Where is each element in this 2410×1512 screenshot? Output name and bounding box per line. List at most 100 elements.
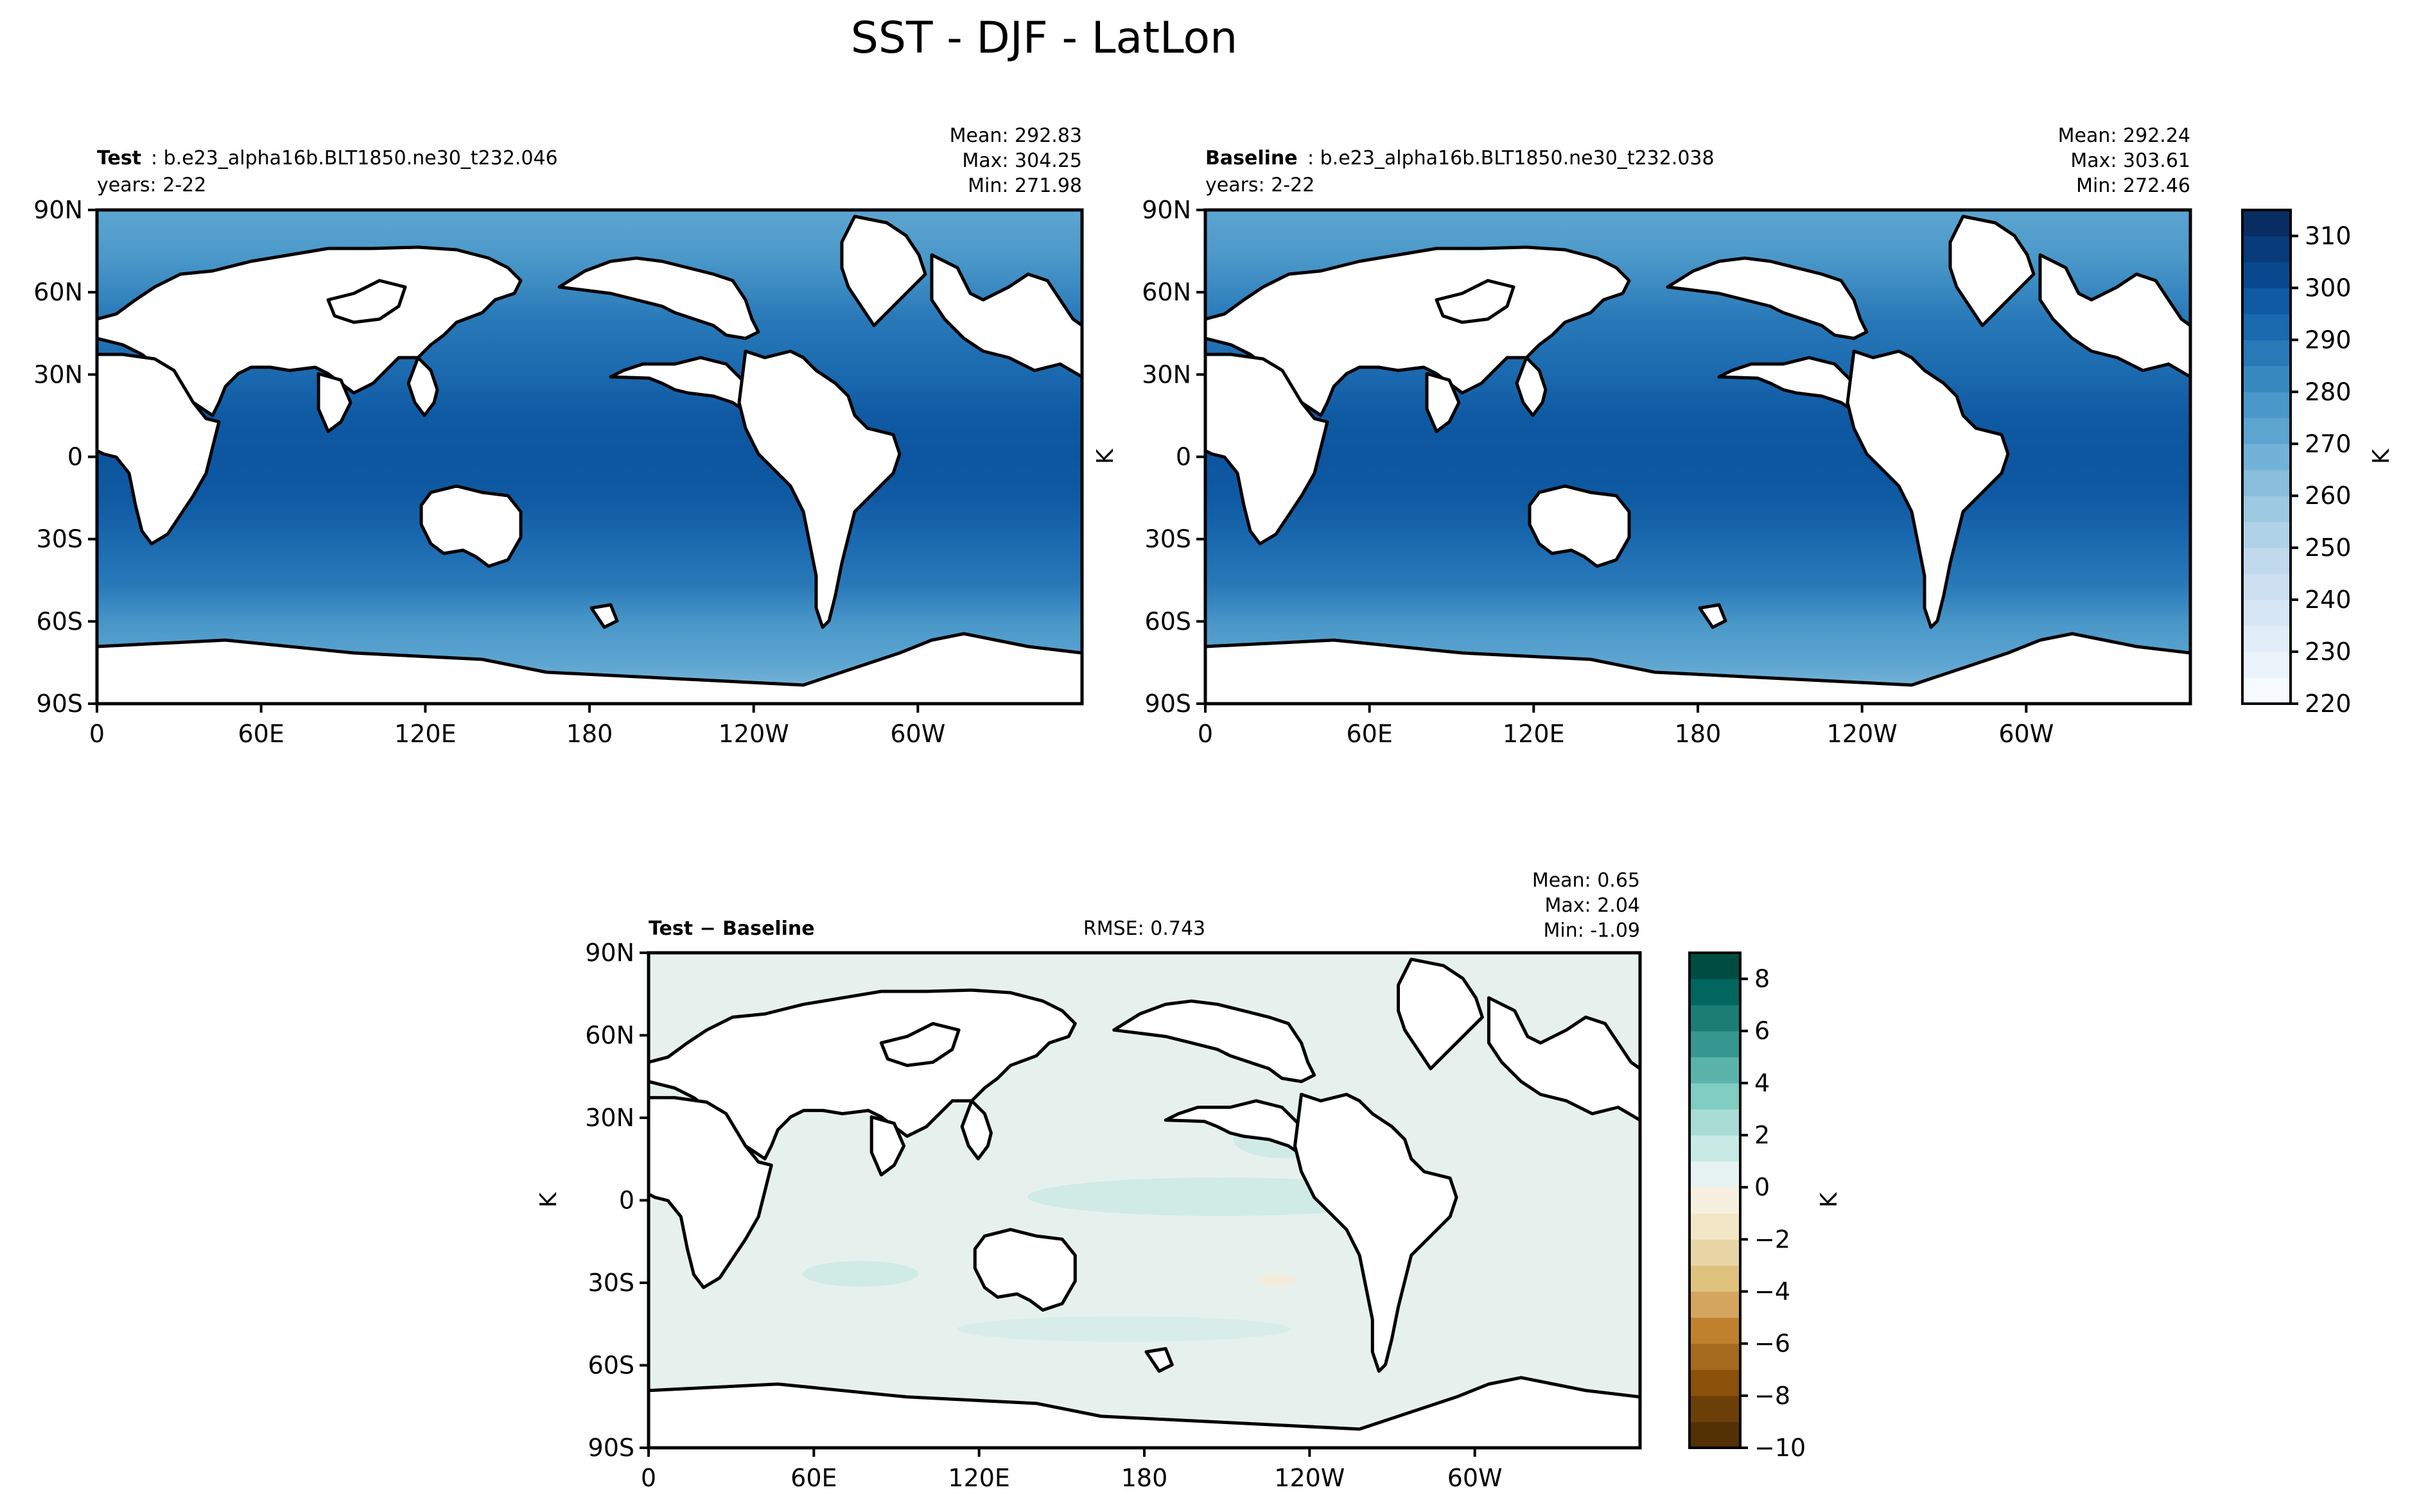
y-tick-label: 30S: [37, 525, 83, 553]
y-tick-label: 0: [1176, 443, 1191, 471]
x-tick-label: 0: [641, 1464, 656, 1492]
panel-baseline: Baseline : b.e23_alpha16b.BLT1850.ne30_t…: [1092, 125, 2192, 748]
x-tick-label: 60W: [890, 720, 945, 748]
y-tick-label: 30S: [1145, 525, 1191, 553]
sst-colorbar: 220 230 240 250 260 270 280 290 300 310: [2241, 209, 2352, 718]
colorbar-frame: [1688, 952, 1742, 1449]
colorbar-segment: [2242, 652, 2291, 679]
y-tick-label: 30S: [588, 1269, 634, 1297]
panel-test-label: : b.e23_alpha16b.BLT1850.ne30_t232.046: [151, 147, 558, 169]
y-tick-label: 30N: [1142, 360, 1191, 388]
panel-test-mean: Mean: 292.83: [950, 125, 1082, 147]
panel-baseline-y-axis: 90N 60N 30N 0 30S 60S 90S: [1142, 196, 1205, 718]
colorbar-tick-label: 250: [2305, 534, 2352, 562]
y-tick-label: 90N: [33, 196, 83, 224]
x-tick-label: 120W: [1274, 1464, 1345, 1492]
colorbar-tick-label: 260: [2305, 482, 2352, 510]
colorbar-tick-label: −8: [1754, 1382, 1790, 1410]
x-tick-label: 120E: [394, 720, 457, 748]
y-tick-label: 0: [619, 1186, 634, 1215]
colorbar-segment: [1690, 1369, 1740, 1396]
x-tick-label: 60W: [1447, 1464, 1503, 1492]
colorbar-segment: [2242, 210, 2291, 236]
panel-baseline-ylabel: K: [1092, 448, 1119, 464]
colorbar-segment: [1690, 1395, 1740, 1422]
colorbar-segment: [2242, 288, 2291, 315]
y-tick-label: 0: [67, 443, 83, 471]
y-tick-label: 60S: [1145, 607, 1191, 636]
colorbar-segment: [2242, 677, 2291, 704]
colorbar-segment: [1690, 1135, 1740, 1162]
panel-diff-x-axis: 0 60E 120E 180 120W 60W: [641, 1448, 1503, 1492]
colorbar-tick-label: 300: [2305, 274, 2352, 302]
panel-diff-min: Min: -1.09: [1544, 919, 1641, 942]
panel-test-max: Max: 304.25: [962, 150, 1082, 172]
figure-title: SST - DJF - LatLon: [851, 13, 1238, 64]
panel-baseline-min: Min: 272.46: [2076, 175, 2190, 197]
colorbar-segment: [1690, 1421, 1740, 1448]
colorbar-segment: [1690, 1317, 1740, 1344]
panel-test-min: Min: 271.98: [968, 175, 1082, 197]
colorbar-segment: [1690, 953, 1740, 980]
colorbar-segment: [1690, 1187, 1740, 1214]
panel-diff-label-bold: Test − Baseline: [649, 917, 815, 940]
colorbar-segment: [2242, 521, 2291, 548]
colorbar-segment: [2242, 417, 2291, 444]
panel-test-map: [97, 210, 1082, 704]
colorbar-segment: [2242, 548, 2291, 575]
x-tick-label: 180: [1675, 720, 1722, 748]
y-tick-label: 60S: [588, 1351, 634, 1380]
panel-diff-rmse: RMSE: 0.743: [1083, 917, 1205, 940]
colorbar-tick-label: 240: [2305, 586, 2352, 614]
panel-diff-ylabel: K: [536, 1192, 562, 1208]
colorbar-tick-label: −2: [1754, 1225, 1790, 1253]
colorbar-tick-label: 0: [1754, 1173, 1770, 1201]
colorbar-tick-label: 4: [1754, 1069, 1770, 1097]
colorbar-segment: [2242, 625, 2291, 652]
x-tick-label: 0: [89, 720, 105, 748]
colorbar-segment: [1690, 1109, 1740, 1136]
colorbar-segment: [1690, 1239, 1740, 1266]
x-tick-label: 120E: [1503, 720, 1565, 748]
y-tick-label: 90S: [588, 1434, 634, 1462]
panel-baseline-x-axis: 0 60E 120E 180 120W 60W: [1198, 704, 2054, 748]
diff-colorbar: −10 −8 −6 −4 −2 0 2 4 6 8: [1688, 952, 1806, 1462]
colorbar-tick-label: 290: [2305, 326, 2352, 354]
y-tick-label: 90S: [37, 690, 83, 718]
panel-difference: Test − Baseline RMSE: 0.743 Mean: 0.65 M…: [536, 869, 1642, 1492]
diff-colorbar-label: K: [1816, 1192, 1842, 1208]
colorbar-segment: [1690, 1265, 1740, 1292]
colorbar-segment: [1690, 1005, 1740, 1032]
x-tick-label: 60E: [790, 1464, 837, 1492]
panel-test-label-bold: Test: [97, 147, 141, 169]
panel-baseline-label: : b.e23_alpha16b.BLT1850.ne30_t232.038: [1307, 147, 1715, 169]
colorbar-tick-label: 310: [2305, 222, 2352, 250]
panel-test-x-axis: 0 60E 120E 180 120W 60W: [89, 704, 945, 748]
panel-diff-anomaly-southern-ocean: [957, 1316, 1291, 1342]
x-tick-label: 0: [1198, 720, 1213, 748]
y-tick-label: 60N: [33, 278, 83, 306]
panel-baseline-years: years: 2-22: [1205, 174, 1314, 196]
panel-baseline-map: [1205, 210, 2190, 704]
panel-diff-anomaly-south: [803, 1261, 918, 1287]
colorbar-segment: [2242, 469, 2291, 496]
colorbar-tick-label: 280: [2305, 378, 2352, 406]
y-tick-label: 90N: [585, 939, 634, 967]
colorbar-segment: [1690, 1161, 1740, 1188]
colorbar-tick-label: 220: [2305, 690, 2352, 718]
x-tick-label: 60W: [1998, 720, 2054, 748]
sst-colorbar-label: K: [2368, 448, 2395, 464]
colorbar-segment: [1690, 1082, 1740, 1109]
colorbar-segment: [2242, 313, 2291, 340]
y-tick-label: 90N: [1142, 196, 1191, 224]
colorbar-segment: [2242, 573, 2291, 600]
y-tick-label: 60S: [37, 607, 83, 636]
x-tick-label: 120E: [948, 1464, 1010, 1492]
colorbar-tick-label: 6: [1754, 1017, 1770, 1045]
panel-test: Test : b.e23_alpha16b.BLT1850.ne30_t232.…: [33, 125, 1084, 748]
x-tick-label: 120W: [719, 720, 789, 748]
colorbar-segment: [2242, 365, 2291, 392]
y-tick-label: 60N: [585, 1021, 634, 1050]
colorbar-tick-label: −10: [1754, 1434, 1806, 1462]
